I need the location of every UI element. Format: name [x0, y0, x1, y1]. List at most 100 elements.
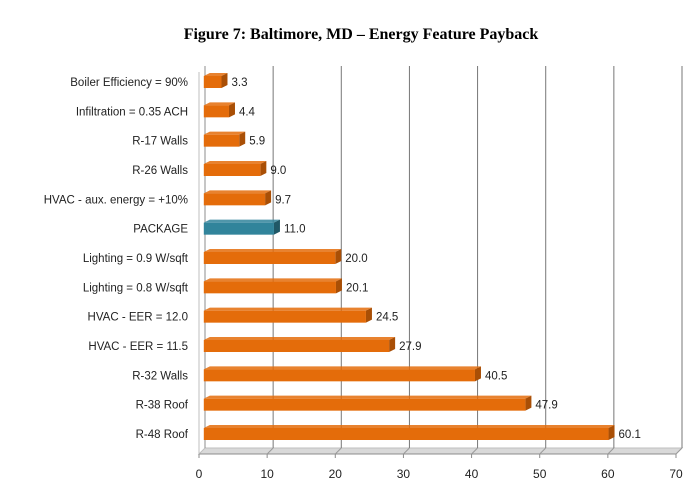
bar-top-face [203, 366, 481, 370]
bar-top-face [203, 249, 342, 252]
bar-front-face [203, 105, 229, 118]
category-label: Boiler Efficiency = 90% [70, 77, 188, 89]
category-label: HVAC - EER = 11.5 [88, 341, 188, 353]
bar [203, 190, 272, 206]
value-label: 5.9 [249, 136, 265, 148]
bar [203, 249, 342, 264]
gridline-floor [266, 447, 274, 455]
bar-front-face [203, 310, 366, 323]
value-label: 40.5 [485, 370, 507, 382]
bar-top-face [203, 395, 532, 399]
x-tick-label: 40 [465, 467, 479, 481]
bar [203, 395, 532, 411]
category-label: HVAC - aux. energy = +10% [44, 194, 188, 206]
bar-front-face [203, 369, 475, 382]
gridline-floor [471, 447, 478, 455]
bar-top-face [203, 131, 246, 135]
value-labels: 3.3 4.4 5.9 9.0 9.7 11.0 20.0 20.1 24.5 27.9 40.5 4… [231, 77, 640, 441]
bar-end-face [265, 190, 272, 206]
bar [203, 366, 481, 382]
bar-end-face [335, 278, 342, 294]
bar-front-face [203, 428, 609, 440]
bar-top-face [203, 425, 615, 428]
bar-top-face [203, 102, 235, 106]
value-label: 9.0 [270, 165, 286, 177]
bar-front-face [203, 193, 266, 206]
bar-front-face [203, 340, 390, 352]
floor-plane [197, 447, 684, 455]
bar-front-face [203, 281, 336, 294]
category-label: HVAC - EER = 12.0 [88, 312, 188, 324]
x-tick-label: 60 [601, 467, 615, 481]
chart-title: Figure 7: Baltimore, MD – Energy Feature… [184, 26, 539, 43]
bar [203, 278, 342, 294]
bar [203, 102, 235, 118]
value-label: 9.7 [275, 194, 291, 206]
category-label: R-48 Roof [136, 429, 189, 441]
bar-end-face [335, 249, 342, 264]
bar-front-face [203, 164, 261, 176]
x-axis-ticks: 0 10 20 30 40 50 60 70 [196, 454, 683, 481]
value-label: 20.1 [346, 282, 368, 294]
bar-end-face [608, 425, 615, 440]
category-label: R-32 Walls [132, 370, 188, 382]
value-label: 27.9 [399, 341, 421, 353]
bar-end-face [365, 307, 372, 323]
bar [203, 337, 396, 352]
bar [203, 131, 246, 147]
bar-top-face [203, 190, 272, 194]
bar [203, 219, 280, 235]
bar-end-face [389, 337, 396, 352]
bar-end-face [525, 395, 532, 411]
bar-front-face [203, 76, 222, 88]
value-label: 24.5 [376, 312, 398, 324]
x-tick-label: 0 [196, 467, 203, 481]
bar-front-face [203, 134, 240, 147]
bar-front-face [203, 252, 336, 264]
bar-end-face [474, 366, 481, 382]
bar-top-face [203, 161, 267, 164]
bar [203, 307, 372, 323]
bars [203, 73, 615, 440]
bar-top-face [203, 219, 280, 223]
bar-end-face [260, 161, 267, 176]
bar-front-face [203, 398, 526, 411]
value-label: 20.0 [345, 253, 367, 265]
bar-end-face [228, 102, 235, 118]
category-labels: Boiler Efficiency = 90% Infiltration = 0.… [44, 77, 189, 441]
gridline-floor [539, 447, 547, 455]
bar-front-face [203, 222, 274, 235]
bar-end-face [273, 219, 280, 235]
gridline-floor [675, 447, 683, 455]
x-tick-label: 20 [329, 467, 343, 481]
category-label: R-26 Walls [132, 165, 188, 177]
bar-end-face [221, 73, 228, 88]
gridline-floor [403, 447, 410, 455]
value-label: 3.3 [231, 77, 247, 89]
bar [203, 425, 615, 440]
value-label: 11.0 [284, 224, 306, 236]
x-tick-label: 70 [669, 467, 683, 481]
gridline-floor [334, 447, 342, 455]
bar-top-face [203, 307, 372, 311]
bar-top-face [203, 73, 228, 76]
bar-top-face [203, 337, 396, 340]
value-label: 60.1 [619, 429, 641, 441]
bar-end-face [239, 131, 246, 147]
category-label: PACKAGE [133, 224, 188, 236]
bar [203, 161, 267, 176]
x-tick-label: 50 [533, 467, 547, 481]
value-label: 4.4 [239, 106, 256, 118]
value-label: 47.9 [535, 400, 557, 412]
bar-top-face [203, 278, 342, 282]
category-label: Lighting = 0.8 W/sqft [83, 282, 189, 294]
category-label: R-17 Walls [132, 136, 188, 148]
x-tick-label: 30 [397, 467, 411, 481]
category-label: Lighting = 0.9 W/sqft [83, 253, 189, 265]
category-label: R-38 Roof [136, 400, 189, 412]
x-tick-label: 10 [260, 467, 274, 481]
bar [203, 73, 228, 88]
gridline-floor [607, 447, 615, 455]
category-label: Infiltration = 0.35 ACH [76, 106, 188, 118]
